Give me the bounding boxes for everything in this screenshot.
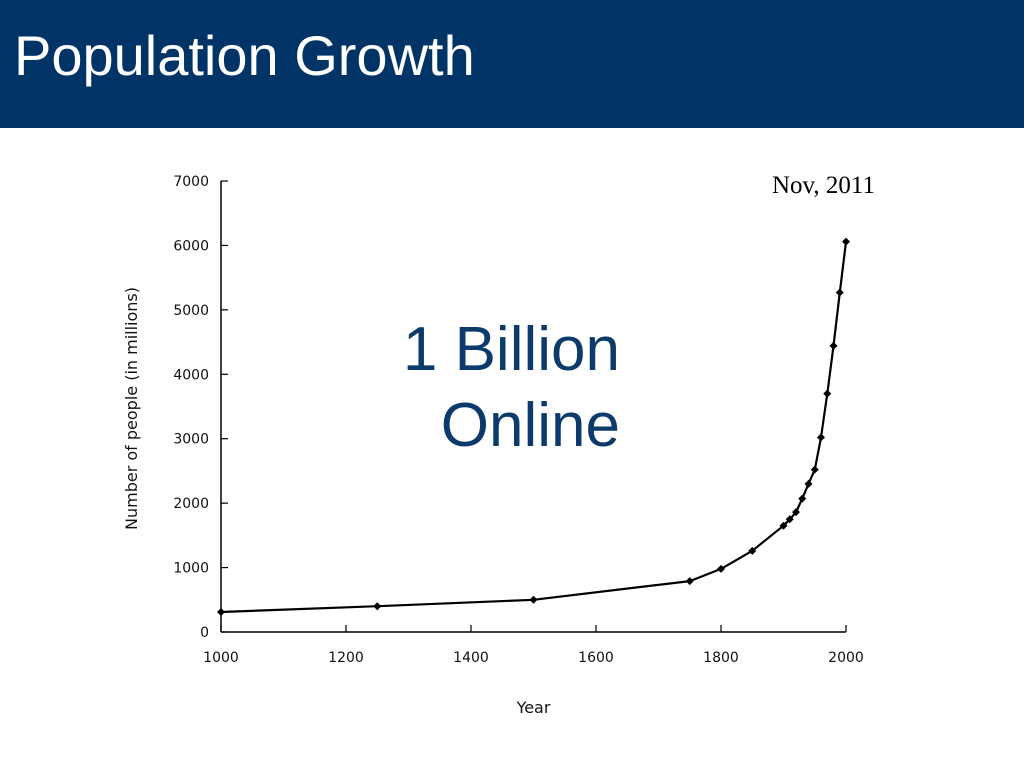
data-point [779,521,788,530]
y-tick-label: 7000 [173,174,209,190]
overlay-text: 1 Billion Online [330,312,620,464]
x-tick-label: 2000 [828,650,864,666]
y-axis-label: Number of people (in millions) [122,287,141,530]
y-tick-label: 1000 [173,561,209,577]
overlay-line-1: 1 Billion [402,315,620,384]
data-point [829,341,838,350]
y-tick-label: 5000 [173,303,209,319]
data-point [785,515,794,524]
date-note: Nov, 2011 [772,172,876,199]
data-point [817,433,825,442]
y-tick-label: 3000 [173,432,209,448]
x-tick-label: 1000 [203,650,239,666]
data-point [835,288,844,297]
slide-title: Population Growth [14,24,475,87]
chart-ticks: 0 1000 2000 3000 4000 5000 6000 7000 1000 1200 140… [173,174,863,666]
x-tick-label: 1400 [453,650,489,666]
data-point [792,508,800,517]
data-point [810,465,819,474]
x-tick-label: 1800 [703,650,739,666]
data-point [748,546,757,555]
y-tick-label: 4000 [173,367,209,383]
x-tick-label: 1200 [328,650,364,666]
data-point [717,564,725,573]
y-tick-label: 0 [200,625,209,641]
data-point [823,389,832,398]
data-point [804,479,813,488]
overlay-line-2: Online [440,391,620,460]
data-point [798,494,807,503]
data-point [217,608,225,617]
data-point [373,602,382,611]
data-point [842,237,850,246]
title-bar: Population Growth [0,0,1024,128]
y-tick-label: 2000 [173,496,209,512]
y-tick-label: 6000 [173,238,209,254]
chart-axes [220,181,846,633]
data-point [685,577,694,586]
x-tick-label: 1600 [578,650,614,666]
x-axis-label: Year [516,698,551,717]
data-point [529,595,538,604]
chart-series [217,237,850,617]
